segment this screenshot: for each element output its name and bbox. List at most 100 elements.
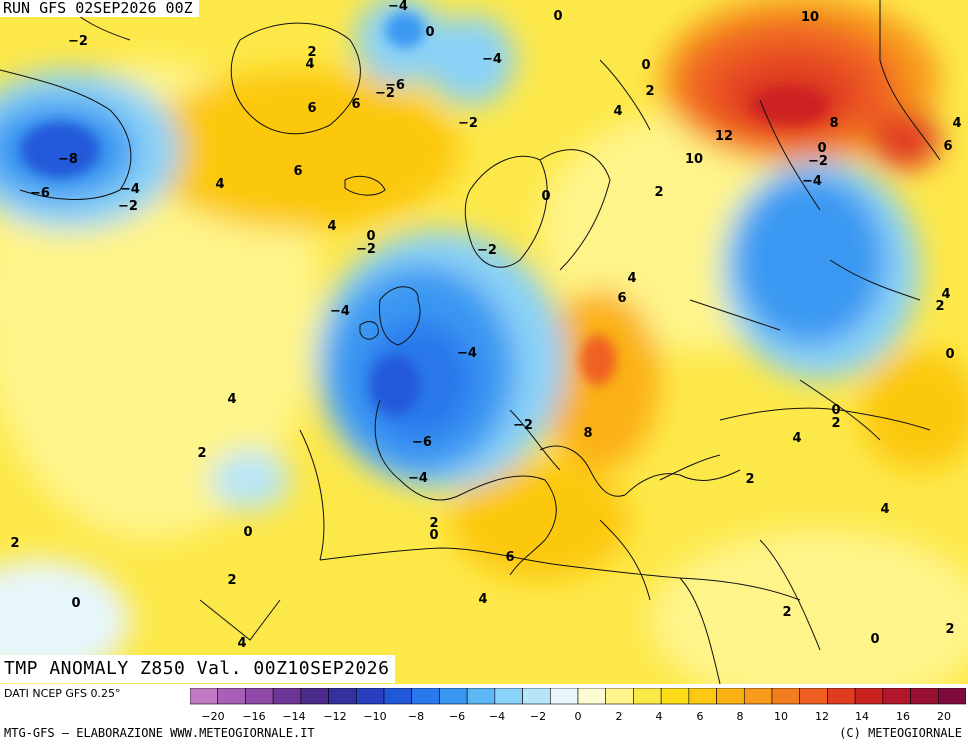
- credit-right: (C) METEOGIORNALE: [839, 726, 962, 740]
- contour-label: 0: [366, 229, 375, 244]
- color-scale-tick-label: 2: [615, 710, 623, 723]
- contour-label: 0: [71, 596, 80, 611]
- color-scale-swatch: [217, 688, 246, 705]
- color-scale-tick-label: −16: [242, 710, 266, 723]
- contour-label: −2: [808, 154, 828, 169]
- contour-label: 6: [293, 164, 302, 179]
- contour-label: 0: [641, 58, 650, 73]
- color-scale-swatch: [716, 688, 745, 705]
- contour-label: −2: [356, 242, 376, 257]
- contour-label: 4: [227, 392, 236, 407]
- contour-label: 4: [952, 116, 961, 131]
- contour-label: 2: [227, 573, 236, 588]
- color-scale-tick-label: 6: [696, 710, 704, 723]
- contour-label: −6: [412, 435, 432, 450]
- map-valid-title: TMP ANOMALY Z850 Val. 00Z10SEP2026: [0, 655, 396, 683]
- contour-label: −2: [477, 243, 497, 258]
- contour-label: −4: [120, 182, 140, 197]
- contour-label: −4: [482, 52, 502, 67]
- contour-label: −6: [385, 78, 405, 93]
- contour-label: 4: [792, 431, 801, 446]
- contour-label: 0: [425, 25, 434, 40]
- color-scale-tick-label: −12: [323, 710, 347, 723]
- contour-label: 4: [941, 287, 950, 302]
- contour-label: 2: [945, 622, 954, 637]
- color-scale-swatch: [799, 688, 828, 705]
- contour-label: 2: [10, 536, 19, 551]
- contour-label: 0: [870, 632, 879, 647]
- color-scale-swatch: [328, 688, 357, 705]
- contour-label: 4: [327, 219, 336, 234]
- color-scale-swatch: [522, 688, 551, 705]
- color-scale-swatch: [771, 688, 801, 705]
- color-scale-swatch: [605, 688, 634, 705]
- footer: DATI NCEP GFS 0.25° −20 −16 −14 −12 −10 −8 −6 −…: [0, 684, 968, 745]
- contour-label: 4: [478, 592, 487, 607]
- contour-label: 2: [745, 472, 754, 487]
- contour-label: −4: [388, 0, 408, 14]
- contour-label: 4: [237, 636, 246, 651]
- color-scale-tick-label: 10: [774, 710, 788, 723]
- contour-label: 0: [541, 189, 550, 204]
- color-scale-tick-label: 8: [736, 710, 744, 723]
- contour-label: −4: [457, 346, 477, 361]
- contour-label: 6: [617, 291, 626, 306]
- color-scale-swatch: [411, 688, 440, 705]
- contour-label: 2: [645, 84, 654, 99]
- contour-label: 2: [307, 45, 316, 60]
- contour-label: −8: [58, 152, 78, 167]
- contour-label: 8: [829, 116, 838, 131]
- contour-label: 0: [817, 141, 826, 156]
- color-scale-swatch: [245, 688, 274, 705]
- contour-label: −2: [68, 34, 88, 49]
- color-scale-swatch: [688, 688, 717, 705]
- color-scale-swatch: [660, 688, 690, 705]
- color-scale-swatch: [549, 688, 579, 705]
- color-scale-tick-label: −20: [201, 710, 225, 723]
- color-scale-swatch: [190, 688, 219, 705]
- color-scale-tick-label: 14: [855, 710, 869, 723]
- contour-label: −2: [118, 199, 138, 214]
- contour-label: 10: [685, 152, 703, 167]
- color-scale-tick-label: 12: [815, 710, 829, 723]
- contour-label: 0: [429, 528, 438, 543]
- color-scale-tick-label: −4: [488, 710, 506, 723]
- color-scale-tick-label: −14: [282, 710, 306, 723]
- contour-label: 6: [505, 550, 514, 565]
- color-scale-swatch: [882, 688, 911, 705]
- color-scale-swatch: [743, 688, 773, 705]
- color-scale-swatch: [355, 688, 385, 705]
- contour-label: −2: [513, 418, 533, 433]
- contour-label: −2: [375, 86, 395, 101]
- color-scale-swatch: [577, 688, 607, 705]
- color-scale-swatch: [272, 688, 302, 705]
- contour-label: −6: [30, 186, 50, 201]
- contour-label: −4: [802, 174, 822, 189]
- color-scale-tick-label: 4: [655, 710, 663, 723]
- data-source-label: DATI NCEP GFS 0.25°: [4, 687, 121, 700]
- contour-label: 6: [351, 97, 360, 112]
- contour-label: 12: [715, 129, 733, 144]
- color-scale-tick-label: −10: [363, 710, 387, 723]
- contour-label: 4: [613, 104, 622, 119]
- contour-label: −4: [408, 471, 428, 486]
- anomaly-field: [0, 0, 968, 684]
- run-title: RUN GFS 02SEP2026 00Z: [0, 0, 199, 17]
- color-scale-swatch: [937, 688, 966, 705]
- contour-label: 0: [553, 9, 562, 24]
- color-scale-tick-label: −8: [407, 710, 425, 723]
- color-scale-swatch: [633, 688, 662, 705]
- color-scale-tick-label: −6: [448, 710, 466, 723]
- color-scale-tick-label: −2: [529, 710, 547, 723]
- contour-label: 0: [243, 525, 252, 540]
- contour-label: 10: [801, 10, 819, 25]
- contour-label: 2: [654, 185, 663, 200]
- color-scale-tick-label: 20: [937, 710, 951, 723]
- contour-label: 0: [831, 403, 840, 418]
- color-scale-swatch: [300, 688, 329, 705]
- color-scale-swatch: [466, 688, 496, 705]
- coastlines: [0, 0, 941, 684]
- contour-label: −2: [458, 116, 478, 131]
